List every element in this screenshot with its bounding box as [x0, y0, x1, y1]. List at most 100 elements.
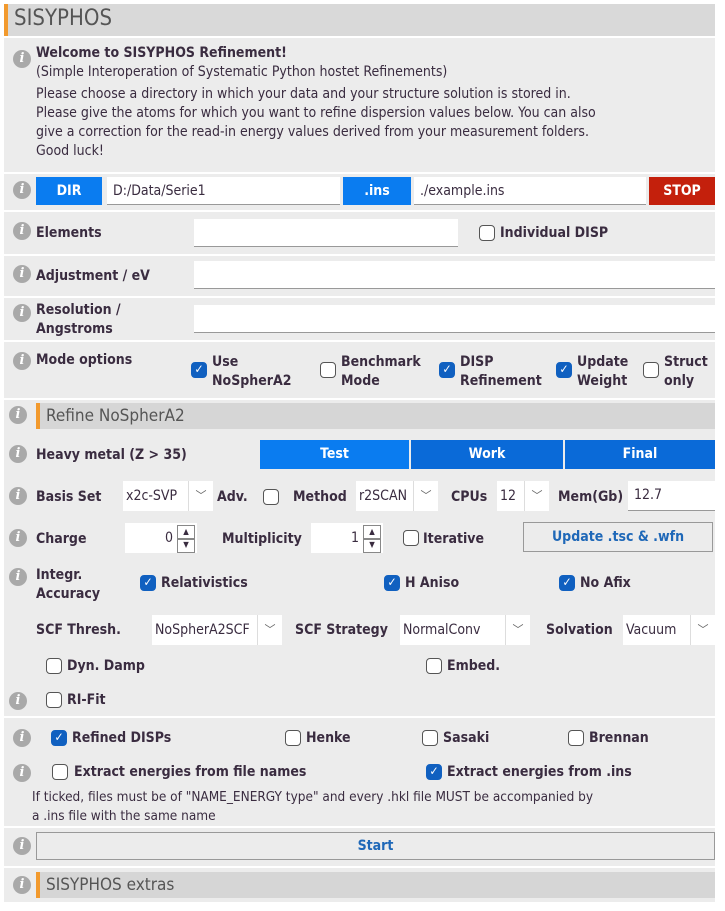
individual-disp-checkbox[interactable] [479, 225, 495, 241]
h-aniso-checkbox[interactable]: ✓ [384, 575, 400, 591]
work-button[interactable]: Work [411, 440, 563, 469]
test-button[interactable]: Test [260, 440, 409, 469]
welcome-line: give a correction for the read-in energy… [36, 124, 589, 140]
extract-ins-checkbox[interactable]: ✓ [426, 764, 442, 780]
info-icon[interactable]: i [13, 837, 31, 855]
sasaki-checkbox[interactable] [422, 730, 438, 746]
extras-header[interactable]: SISYPHOS extras [36, 872, 715, 898]
elements-input[interactable] [194, 219, 458, 247]
adv-checkbox[interactable] [263, 489, 279, 505]
dyn-damp-label: Dyn. Damp [67, 658, 145, 674]
no-afix-checkbox[interactable]: ✓ [559, 575, 575, 591]
start-row: i Start [4, 828, 715, 868]
use-nosphera2-checkbox[interactable]: ✓ [191, 362, 207, 378]
spin-down-icon[interactable]: ▼ [363, 538, 381, 553]
update-weight-label-2: Weight [577, 373, 628, 389]
henke-checkbox[interactable] [285, 730, 301, 746]
update-tsc-button[interactable]: Update .tsc & .wfn [523, 522, 713, 552]
dir-input[interactable]: D:/Data/Serie1 [107, 177, 340, 205]
welcome-line: Please give the atoms for which you want… [36, 105, 596, 121]
disp-refinement-label: DISP [460, 354, 494, 370]
method-label: Method [293, 489, 347, 505]
welcome-heading: Welcome to SISYPHOS Refinement! [36, 45, 287, 61]
dir-row: i DIR D:/Data/Serie1 .ins ./example.ins … [4, 174, 715, 212]
info-icon[interactable]: i [9, 692, 27, 710]
multiplicity-spinner[interactable]: 1 ▲ ▼ [311, 523, 383, 553]
multiplicity-label: Multiplicity [222, 531, 302, 547]
info-icon[interactable]: i [9, 529, 27, 547]
adjustment-row: i Adjustment / eV [4, 256, 715, 298]
elements-label: Elements [36, 225, 102, 241]
use-nosphera2-label: Use [212, 354, 239, 370]
info-icon[interactable]: i [13, 265, 31, 283]
refined-disps-label: Refined DISPs [72, 730, 172, 746]
embed-checkbox[interactable] [426, 658, 442, 674]
nosphera2-header[interactable]: Refine NoSpherA2 [36, 403, 715, 429]
refined-disps-checkbox[interactable]: ✓ [51, 730, 67, 746]
resolution-label-2: Angstroms [36, 321, 113, 337]
info-icon[interactable]: i [13, 764, 31, 782]
info-icon[interactable]: i [13, 181, 31, 199]
app-title-bar: SISYPHOS [4, 4, 715, 36]
individual-disp-label: Individual DISP [500, 225, 609, 241]
extract-note: If ticked, files must be of "NAME_ENERGY… [32, 788, 593, 826]
sasaki-label: Sasaki [443, 730, 490, 746]
charge-spinner[interactable]: 0 ▲ ▼ [125, 523, 197, 553]
update-weight-checkbox[interactable]: ✓ [556, 362, 572, 378]
relativistics-checkbox[interactable]: ✓ [140, 575, 156, 591]
cpus-select[interactable]: 12 ﹀ [497, 481, 549, 511]
ins-input[interactable]: ./example.ins [414, 177, 646, 205]
app-title: SISYPHOS [14, 6, 113, 31]
spin-down-icon[interactable]: ▼ [177, 538, 195, 553]
info-icon[interactable]: i [13, 304, 31, 322]
scf-thresh-select[interactable]: NoSpherA2SCF ﹀ [152, 615, 282, 645]
final-button[interactable]: Final [565, 440, 715, 469]
info-icon[interactable]: i [9, 445, 27, 463]
start-button[interactable]: Start [36, 832, 715, 860]
scf-strategy-select[interactable]: NormalConv ﹀ [400, 615, 530, 645]
extract-names-checkbox[interactable] [52, 764, 68, 780]
brennan-checkbox[interactable] [568, 730, 584, 746]
solvation-select[interactable]: Vacuum ﹀ [623, 615, 715, 645]
stop-button[interactable]: STOP [649, 177, 715, 205]
welcome-row: i Welcome to SISYPHOS Refinement! (Simpl… [4, 38, 715, 174]
mode-label: Mode options [36, 352, 133, 368]
welcome-line: Good luck! [36, 143, 104, 159]
info-icon[interactable]: i [13, 50, 31, 68]
info-icon[interactable]: i [13, 876, 31, 894]
chevron-down-icon: ﹀ [188, 481, 213, 511]
ri-fit-checkbox[interactable] [46, 692, 62, 708]
spin-up-icon[interactable]: ▲ [177, 525, 195, 540]
info-icon[interactable]: i [13, 222, 31, 240]
mem-input[interactable]: 12.7 [628, 481, 715, 511]
extras-title: SISYPHOS extras [46, 875, 175, 895]
info-icon[interactable]: i [9, 568, 27, 586]
resolution-label: Resolution / [36, 302, 121, 318]
resolution-row: i Resolution / Angstroms [4, 298, 715, 342]
adv-label: Adv. [217, 489, 248, 505]
benchmark-mode-checkbox[interactable] [320, 362, 336, 378]
resolution-input[interactable] [194, 305, 715, 333]
welcome-line: (Simple Interoperation of Systematic Pyt… [36, 64, 448, 80]
scf-thresh-label: SCF Thresh. [36, 622, 121, 638]
cpus-label: CPUs [451, 489, 488, 505]
disp-refinement-checkbox[interactable]: ✓ [439, 362, 455, 378]
method-select[interactable]: r2SCAN ﹀ [356, 481, 438, 511]
cpus-value: 12 [500, 488, 517, 504]
extract-names-label: Extract energies from file names [74, 764, 307, 780]
spin-up-icon[interactable]: ▲ [363, 525, 381, 540]
info-icon[interactable]: i [13, 352, 31, 370]
dir-button[interactable]: DIR [36, 177, 102, 205]
info-icon[interactable]: i [13, 729, 31, 747]
mem-label: Mem(Gb) [558, 489, 624, 505]
dyn-damp-checkbox[interactable] [46, 658, 62, 674]
info-icon[interactable]: i [9, 406, 27, 424]
basis-set-value: x2c-SVP [126, 488, 178, 504]
info-icon[interactable]: i [9, 487, 27, 505]
update-tsc-label: Update .tsc & .wfn [551, 529, 685, 545]
ins-button[interactable]: .ins [343, 177, 411, 205]
basis-set-select[interactable]: x2c-SVP ﹀ [123, 481, 213, 511]
adjustment-input[interactable] [194, 261, 715, 289]
iterative-checkbox[interactable] [403, 530, 419, 546]
struct-only-checkbox[interactable] [643, 362, 659, 378]
